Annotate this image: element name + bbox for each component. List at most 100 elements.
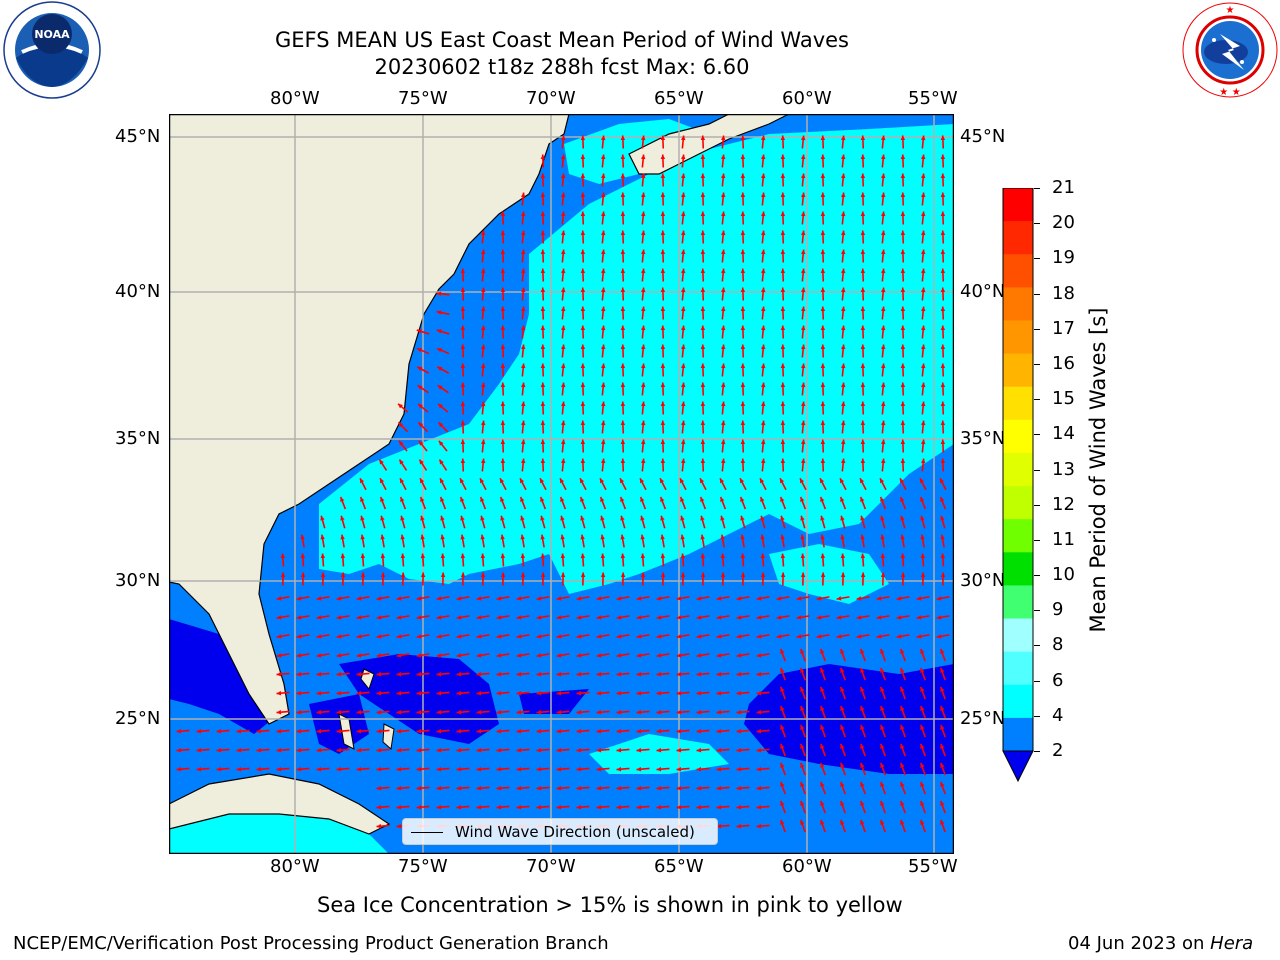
colorbar-tick-mark bbox=[1034, 223, 1040, 225]
wind-wave-arrowhead bbox=[740, 478, 745, 484]
wind-wave-arrowhead bbox=[540, 363, 546, 369]
wind-wave-arrowhead bbox=[476, 709, 482, 715]
wind-wave-arrowhead bbox=[860, 287, 866, 293]
wind-wave-arrowhead bbox=[880, 743, 885, 749]
wind-wave-arrowhead bbox=[840, 211, 846, 217]
wind-wave-arrowhead bbox=[416, 728, 422, 734]
wind-wave-arrowhead bbox=[379, 459, 384, 465]
wind-wave-arrowhead bbox=[656, 747, 662, 753]
wind-wave-arrowhead bbox=[716, 785, 722, 791]
wind-wave-arrowhead bbox=[376, 766, 382, 772]
wind-wave-arrowhead bbox=[620, 230, 626, 236]
wind-wave-arrowhead bbox=[660, 306, 666, 312]
wind-wave-arrowhead bbox=[800, 648, 805, 654]
wind-wave-arrowhead bbox=[740, 287, 746, 293]
wind-wave-arrowhead bbox=[556, 596, 562, 601]
wind-wave-arrowhead bbox=[840, 382, 846, 388]
wind-wave-arrowhead bbox=[920, 572, 926, 578]
wind-wave-arrowhead bbox=[460, 287, 466, 293]
wind-wave-arrowhead bbox=[900, 572, 906, 578]
wind-wave-arrowhead bbox=[700, 382, 706, 388]
legend-label: Wind Wave Direction (unscaled) bbox=[455, 823, 695, 841]
wind-wave-arrowhead bbox=[720, 268, 726, 274]
wind-wave-arrowhead bbox=[820, 268, 826, 274]
wind-wave-arrowhead bbox=[900, 420, 906, 426]
wind-wave-arrowhead bbox=[800, 268, 806, 274]
wind-wave-arrowhead bbox=[419, 459, 424, 465]
wind-wave-arrowhead bbox=[800, 154, 806, 160]
wind-wave-arrowhead bbox=[900, 781, 905, 787]
colorbar-tick-mark bbox=[1034, 680, 1040, 682]
wind-wave-arrowhead bbox=[456, 596, 462, 601]
wind-wave-arrowhead bbox=[680, 287, 686, 293]
wind-wave-arrowhead bbox=[660, 287, 666, 293]
wind-wave-arrowhead bbox=[940, 154, 946, 160]
colorbar-segment bbox=[1003, 452, 1033, 487]
wind-wave-arrowhead bbox=[620, 553, 626, 559]
wind-wave-arrowhead bbox=[860, 192, 866, 198]
wind-wave-arrowhead bbox=[820, 762, 825, 768]
wind-wave-arrowhead bbox=[580, 306, 586, 312]
wind-wave-arrowhead bbox=[576, 728, 582, 734]
wind-wave-arrowhead bbox=[520, 515, 525, 521]
wind-wave-arrowhead bbox=[716, 615, 722, 620]
colorbar-tick-mark bbox=[1034, 751, 1040, 752]
wind-wave-arrowhead bbox=[396, 596, 402, 601]
wind-wave-arrowhead bbox=[720, 287, 726, 293]
wind-wave-arrowhead bbox=[316, 690, 322, 696]
wind-wave-arrowhead bbox=[436, 804, 442, 810]
wind-wave-arrowhead bbox=[616, 653, 622, 658]
chart-title: GEFS MEAN US East Coast Mean Period of W… bbox=[275, 28, 849, 52]
wind-wave-arrowhead bbox=[376, 785, 382, 791]
svg-text:NOAA: NOAA bbox=[34, 28, 70, 41]
wind-wave-arrowhead bbox=[576, 671, 582, 677]
wind-wave-arrowhead bbox=[476, 690, 482, 696]
wind-wave-arrowhead bbox=[398, 403, 403, 409]
wind-wave-arrowhead bbox=[780, 230, 786, 236]
wind-wave-arrowhead bbox=[716, 653, 722, 658]
wind-wave-arrowhead bbox=[736, 804, 742, 810]
wind-wave-arrowhead bbox=[640, 192, 646, 198]
wind-wave-arrowhead bbox=[676, 709, 682, 715]
wind-wave-arrowhead bbox=[860, 553, 866, 559]
wind-wave-arrowhead bbox=[840, 515, 845, 521]
wind-wave-arrowhead bbox=[456, 634, 462, 639]
wind-wave-arrowhead bbox=[940, 686, 945, 692]
wind-wave-arrowhead bbox=[736, 709, 742, 715]
wind-wave-arrowhead bbox=[336, 615, 342, 620]
wind-wave-arrowhead bbox=[860, 705, 865, 711]
wind-wave-arrowhead bbox=[420, 534, 425, 540]
wind-wave-arrowhead bbox=[820, 515, 825, 521]
wind-wave-arrowhead bbox=[720, 401, 726, 407]
wind-wave-arrowhead bbox=[660, 401, 666, 407]
wind-wave-arrowhead bbox=[436, 329, 442, 334]
wind-wave-arrowhead bbox=[418, 440, 424, 446]
wind-wave-arrowhead bbox=[856, 634, 862, 639]
wind-wave-arrowhead bbox=[438, 403, 443, 409]
wind-wave-arrowhead bbox=[800, 173, 806, 179]
wind-wave-arrowhead bbox=[940, 363, 946, 369]
wind-wave-arrowhead bbox=[316, 709, 322, 715]
wind-wave-arrowhead bbox=[620, 249, 626, 255]
wind-wave-arrowhead bbox=[756, 653, 762, 658]
wind-wave-arrowhead bbox=[276, 653, 282, 658]
wind-wave-arrowhead bbox=[760, 363, 766, 369]
wind-wave-arrowhead bbox=[680, 401, 686, 407]
wind-wave-arrowhead bbox=[800, 325, 806, 331]
date-text: 04 Jun 2023 on bbox=[1068, 933, 1211, 954]
wind-wave-arrowhead bbox=[480, 478, 485, 484]
colorbar-frame bbox=[1002, 187, 1034, 752]
wind-wave-arrowhead bbox=[416, 804, 422, 810]
colorbar-extend-triangle bbox=[1002, 750, 1034, 783]
wind-wave-arrowhead bbox=[876, 615, 882, 620]
wind-wave-arrowhead bbox=[336, 634, 342, 639]
wind-wave-arrowhead bbox=[780, 420, 786, 426]
wind-wave-arrowhead bbox=[600, 287, 606, 293]
wind-wave-arrowhead bbox=[456, 728, 462, 734]
wind-wave-arrowhead bbox=[400, 572, 406, 578]
wind-wave-arrowhead bbox=[500, 478, 505, 484]
wind-wave-arrowhead bbox=[636, 653, 642, 658]
wind-wave-arrowhead bbox=[820, 344, 826, 350]
wind-wave-arrowhead bbox=[576, 709, 582, 715]
wind-wave-arrowhead bbox=[720, 534, 725, 540]
